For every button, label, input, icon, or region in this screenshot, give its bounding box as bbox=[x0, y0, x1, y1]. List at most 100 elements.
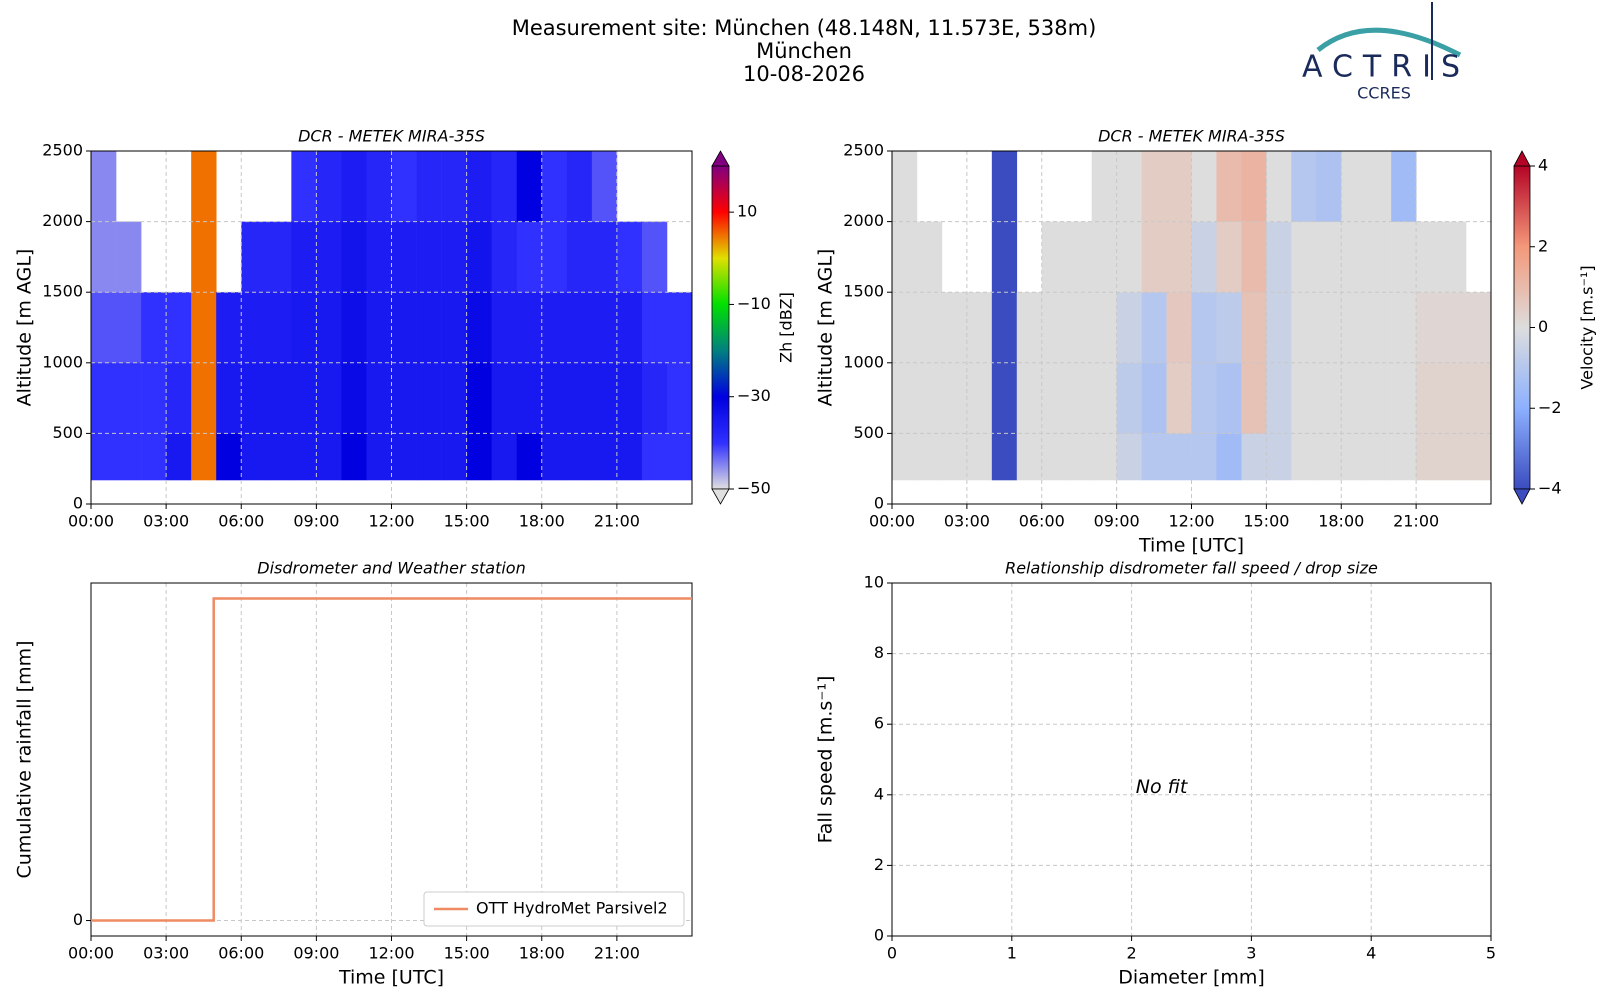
heatmap-cell bbox=[366, 151, 392, 222]
heatmap-cell bbox=[1366, 221, 1392, 293]
x-axis-label: Time [UTC] bbox=[338, 967, 444, 989]
heatmap-cell bbox=[491, 292, 518, 364]
heatmap-cell bbox=[1191, 433, 1217, 481]
heatmap-cell bbox=[892, 292, 918, 364]
x-tick-label: 18:00 bbox=[1318, 512, 1364, 531]
heatmap-cell bbox=[516, 433, 543, 481]
heatmap-cell bbox=[1116, 151, 1142, 222]
heatmap-cell bbox=[416, 221, 442, 293]
heatmap-cell bbox=[166, 362, 192, 434]
heatmap-cell bbox=[991, 292, 1018, 364]
heatmap-cell bbox=[1141, 292, 1167, 364]
heatmap-cell bbox=[892, 221, 918, 293]
heatmap-cell bbox=[466, 292, 492, 364]
colorbar-extend-top bbox=[711, 150, 730, 167]
heatmap-cell bbox=[91, 433, 117, 481]
heatmap-cell bbox=[1291, 221, 1317, 293]
heatmap-cell bbox=[341, 362, 367, 434]
heatmap-cell bbox=[1291, 433, 1317, 481]
heatmap-cell bbox=[1141, 221, 1167, 293]
x-tick-label: 03:00 bbox=[143, 944, 189, 963]
x-tick-label: 4 bbox=[1366, 944, 1376, 963]
heatmap-cell bbox=[466, 151, 492, 222]
y-tick-label: 2000 bbox=[843, 211, 884, 230]
heatmap-cell bbox=[641, 221, 668, 293]
y-tick-label: 0 bbox=[874, 926, 884, 945]
x-tick-label: 09:00 bbox=[293, 512, 339, 531]
heatmap-cell bbox=[241, 221, 267, 293]
heatmap-cell bbox=[1241, 221, 1267, 293]
heatmap-cell bbox=[916, 362, 943, 434]
heatmap-cell bbox=[1016, 292, 1043, 364]
legend-label: OTT HydroMet Parsivel2 bbox=[476, 899, 668, 918]
heatmap-cell bbox=[1191, 221, 1217, 293]
heatmap-cell bbox=[341, 151, 367, 222]
heatmap-cell bbox=[1366, 292, 1392, 364]
heatmap-cell bbox=[366, 362, 392, 434]
heatmap-cell bbox=[591, 151, 618, 222]
x-tick-label: 15:00 bbox=[444, 944, 490, 963]
heatmap-cell bbox=[1341, 362, 1367, 434]
heatmap-cell bbox=[1416, 433, 1442, 481]
y-tick-label: 4 bbox=[874, 784, 884, 803]
x-tick-label: 09:00 bbox=[1094, 512, 1140, 531]
heatmap-cell bbox=[1216, 362, 1242, 434]
heatmap-cell bbox=[516, 292, 543, 364]
heatmap-cell bbox=[541, 433, 568, 481]
heatmap-cell bbox=[1341, 151, 1367, 222]
heatmap-cell bbox=[541, 221, 568, 293]
panel-title: DCR - METEK MIRA-35S bbox=[298, 127, 485, 146]
heatmap-cell bbox=[1066, 433, 1092, 481]
heatmap-cell bbox=[241, 292, 267, 364]
heatmap-cell bbox=[591, 362, 618, 434]
heatmap-cell bbox=[1266, 362, 1292, 434]
heatmap-cell bbox=[1191, 151, 1217, 222]
data-line bbox=[91, 597, 692, 922]
y-tick-label: 2500 bbox=[843, 141, 884, 160]
heatmap-cell bbox=[1166, 221, 1192, 293]
heatmap-cell bbox=[1191, 362, 1217, 434]
heatmap-cell bbox=[541, 151, 568, 222]
heatmap-cell bbox=[1066, 292, 1092, 364]
heatmap-cell bbox=[191, 433, 217, 481]
heatmap-cell bbox=[1141, 433, 1167, 481]
y-tick-label: 2 bbox=[874, 855, 884, 874]
heatmap-cell bbox=[1466, 292, 1492, 364]
heatmap-cell bbox=[391, 433, 417, 481]
heatmap-cell bbox=[1041, 292, 1068, 364]
heatmap-cell bbox=[191, 362, 217, 434]
heatmap-cell bbox=[1366, 362, 1392, 434]
panel-title: DCR - METEK MIRA-35S bbox=[1098, 127, 1285, 146]
heatmap-cell bbox=[1116, 292, 1142, 364]
logo-subtext: CCRES bbox=[1357, 84, 1411, 103]
heatmap-cell bbox=[1416, 292, 1442, 364]
colorbar-extend-top bbox=[1513, 150, 1531, 167]
x-tick-label: 0 bbox=[887, 944, 897, 963]
heatmap-cell bbox=[991, 221, 1018, 293]
x-tick-label: 03:00 bbox=[143, 512, 189, 531]
colorbar-label: Zh [dBZ] bbox=[777, 292, 796, 363]
y-axis-label: Cumulative rainfall [mm] bbox=[14, 640, 36, 878]
y-tick-label: 0 bbox=[874, 494, 884, 513]
heatmap-cell bbox=[1141, 362, 1167, 434]
y-tick-label: 1000 bbox=[843, 352, 884, 371]
heatmap-cell bbox=[1291, 151, 1317, 222]
heatmap-cell bbox=[591, 292, 618, 364]
heatmap-cell bbox=[1241, 151, 1267, 222]
heatmap-cell bbox=[116, 433, 142, 481]
heatmap-cell bbox=[1316, 433, 1342, 481]
heatmap-cell bbox=[1016, 433, 1043, 481]
figure-date: 10-08-2026 bbox=[743, 62, 865, 86]
heatmap-cell bbox=[1416, 221, 1442, 293]
heatmap-cell bbox=[1141, 151, 1167, 222]
y-tick-label: 1000 bbox=[42, 352, 83, 371]
heatmap-cell bbox=[366, 221, 392, 293]
heatmap-cell bbox=[1091, 221, 1117, 293]
plot-frame bbox=[90, 150, 693, 505]
colorbar-tick-label: −10 bbox=[737, 294, 771, 313]
heatmap-cell bbox=[1316, 151, 1342, 222]
heatmap-cell bbox=[892, 151, 918, 222]
heatmap-cell bbox=[1166, 151, 1192, 222]
heatmap-cell bbox=[341, 221, 367, 293]
